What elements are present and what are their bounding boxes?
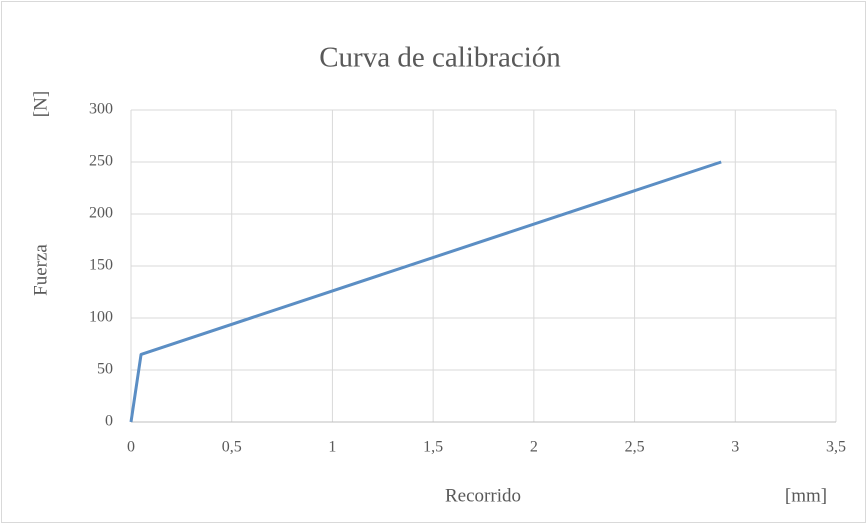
chart-title: Curva de calibración [319,42,561,74]
x-tick-label: 2,5 [625,439,645,456]
plot-area: 0 50 100 150 200 250 300 0 0,5 1 1,5 2 2,5 3 3,5 [89,101,846,456]
x-tick-label: 3,5 [826,439,846,456]
y-tick-label: 300 [89,101,113,118]
x-tick-label: 0,5 [222,439,242,456]
x-axis-title: Recorrido [445,485,521,506]
y-tick-label: 200 [89,205,113,222]
x-tick-label: 1,5 [423,439,443,456]
x-tick-label: 1 [328,439,336,456]
y-tick-label: 0 [105,413,113,430]
x-tick-label: 2 [530,439,538,456]
y-axis-title: Fuerza [30,244,51,296]
x-tick-label: 0 [127,439,135,456]
y-tick-label: 150 [89,257,113,274]
y-tick-label: 250 [89,153,113,170]
x-tick-label: 3 [731,439,739,456]
x-axis-unit: [mm] [785,485,827,506]
data-line [129,160,722,423]
y-tick-label: 50 [97,361,113,378]
y-tick-label: 100 [89,309,113,326]
y-axis-unit: [N] [30,91,51,117]
